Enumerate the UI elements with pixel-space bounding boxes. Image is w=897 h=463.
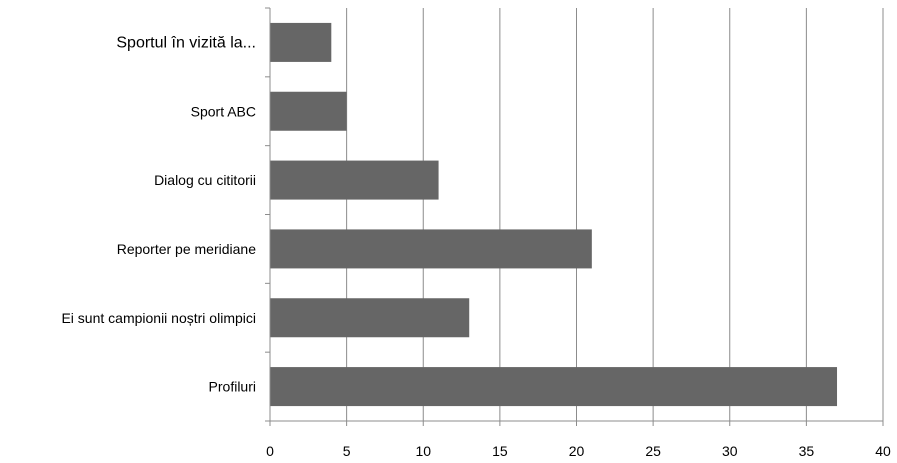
bar [270, 298, 470, 338]
axes [265, 7, 884, 426]
category-label: Reporter pe meridiane [117, 241, 257, 257]
x-tick-label: 40 [875, 443, 891, 459]
bar [270, 91, 347, 131]
x-tick-label: 25 [645, 443, 661, 459]
category-label: Dialog cu cititorii [154, 172, 256, 188]
bar [270, 22, 332, 62]
x-tick-label: 0 [266, 443, 274, 459]
category-label: Sportul în vizită la... [116, 34, 256, 51]
category-label: Ei sunt campionii noștri olimpici [61, 310, 256, 326]
category-label: Profiluri [209, 379, 256, 395]
x-tick-labels: 0 5 10 15 20 25 30 35 40 [266, 443, 891, 459]
category-labels: Sportul în vizită la... Sport ABC Dialog c… [61, 34, 256, 394]
bar [270, 229, 592, 269]
x-tick-label: 10 [415, 443, 431, 459]
grid-lines [346, 8, 884, 421]
bars [270, 22, 838, 407]
x-tick-label: 20 [569, 443, 585, 459]
x-tick-label: 15 [492, 443, 508, 459]
x-tick-label: 35 [799, 443, 815, 459]
x-tick-label: 30 [722, 443, 738, 459]
x-tick-label: 5 [343, 443, 351, 459]
bar [270, 367, 838, 407]
bar [270, 160, 439, 200]
category-label: Sport ABC [191, 103, 256, 119]
